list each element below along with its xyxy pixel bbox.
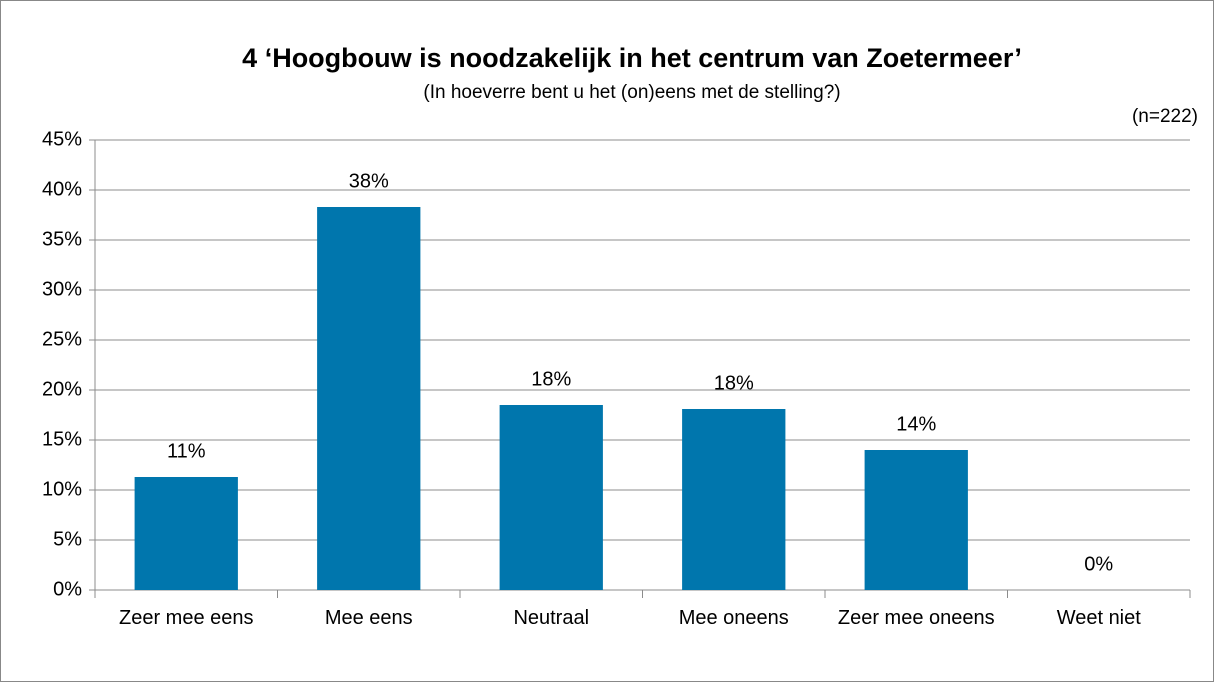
value-label: 38% [349,170,389,192]
bar [317,207,421,590]
y-tick-label: 35% [42,228,82,250]
y-tick-label: 40% [42,178,82,200]
bar [134,477,238,590]
y-tick-label: 0% [53,578,82,600]
y-tick-label: 20% [42,378,82,400]
x-tick-label: Mee oneens [678,607,789,629]
x-tick-label: Mee eens [324,607,413,629]
y-tick-label: 10% [42,478,82,500]
chart-subtitle: (In hoeverre bent u het (on)eens met de … [423,82,840,103]
sample-size: (n=222) [1132,106,1198,127]
value-label: 11% [167,440,206,462]
x-tick-label: Neutraal [513,607,590,629]
chart-title: 4 ‘Hoogbouw is noodzakelijk in het centr… [242,43,1022,73]
value-label: 18% [714,372,754,394]
y-tick-label: 45% [42,128,82,150]
value-label: 14% [896,413,936,435]
bar [864,450,968,590]
x-tick-label: Zeer mee eens [118,607,254,629]
value-label: 0% [1084,553,1113,575]
value-label: 18% [531,368,571,390]
x-tick-label: Zeer mee oneens [837,607,995,629]
x-tick-label: Weet niet [1056,607,1141,629]
y-tick-label: 25% [42,328,82,350]
bar [499,405,603,590]
bar [682,409,786,590]
y-tick-label: 30% [42,278,82,300]
y-tick-label: 5% [53,528,82,550]
y-tick-label: 15% [42,428,82,450]
